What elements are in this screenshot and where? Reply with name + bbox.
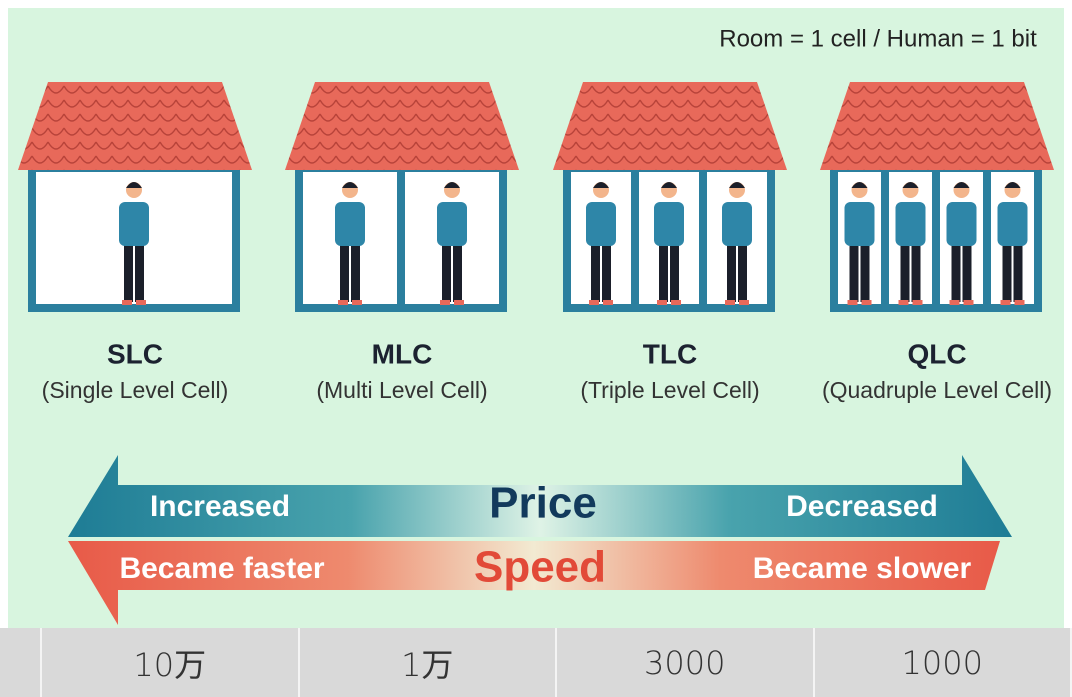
person-shoe	[440, 300, 450, 305]
person-shoe	[1001, 300, 1011, 305]
speed-label: Speed	[474, 543, 606, 592]
house-full-name: (Triple Level Cell)	[580, 377, 759, 403]
person-shoe	[338, 300, 348, 305]
person-shoe	[671, 300, 681, 305]
person-leg	[861, 242, 870, 302]
roof	[820, 82, 1054, 170]
person-shoe	[589, 300, 599, 305]
table-cell: 3000	[557, 628, 815, 697]
price-right: Decreased	[786, 490, 938, 523]
person-shoe	[603, 300, 613, 305]
person-leg	[1003, 242, 1012, 302]
person-leg	[124, 242, 133, 302]
house-name: MLC	[372, 338, 433, 369]
person-leg	[340, 242, 349, 302]
speed-right: Became slower	[753, 552, 972, 585]
person-body	[722, 202, 752, 246]
table-lead-cell	[0, 628, 42, 697]
person-body	[335, 202, 365, 246]
house-name: QLC	[907, 338, 966, 369]
person-shoe	[964, 300, 974, 305]
person-body	[586, 202, 616, 246]
person-shoe	[862, 300, 872, 305]
person-shoe	[1015, 300, 1025, 305]
person-leg	[351, 242, 360, 302]
person-body	[947, 202, 977, 246]
person-body	[654, 202, 684, 246]
person-leg	[442, 242, 451, 302]
house-full-name: (Multi Level Cell)	[316, 377, 487, 403]
roof	[18, 82, 252, 170]
person-leg	[963, 242, 972, 302]
price-left: Increased	[150, 490, 290, 523]
house-name: SLC	[107, 338, 163, 369]
person-shoe	[899, 300, 909, 305]
person-shoe	[913, 300, 923, 305]
house-full-name: (Quadruple Level Cell)	[822, 377, 1052, 403]
person-shoe	[454, 300, 464, 305]
person-shoe	[950, 300, 960, 305]
person-body	[437, 202, 467, 246]
person-shoe	[739, 300, 749, 305]
speed-left: Became faster	[119, 552, 324, 585]
person-shoe	[136, 300, 146, 305]
table-cell: 10万	[42, 628, 300, 697]
person-body	[998, 202, 1028, 246]
person-leg	[901, 242, 910, 302]
roof	[553, 82, 787, 170]
house-full-name: (Single Level Cell)	[42, 377, 229, 403]
person-leg	[850, 242, 859, 302]
person-leg	[738, 242, 747, 302]
person-leg	[912, 242, 921, 302]
house-name: TLC	[643, 338, 697, 369]
person-leg	[727, 242, 736, 302]
person-body	[896, 202, 926, 246]
infographic: Room = 1 cell / Human = 1 bit SLC (Single…	[0, 0, 1072, 628]
person-body	[845, 202, 875, 246]
caption: Room = 1 cell / Human = 1 bit	[719, 25, 1037, 52]
person-shoe	[725, 300, 735, 305]
roof	[285, 82, 519, 170]
price-label: Price	[489, 479, 597, 528]
person-leg	[135, 242, 144, 302]
table-cell: 1000	[815, 628, 1072, 697]
person-leg	[1014, 242, 1023, 302]
person-shoe	[122, 300, 132, 305]
page: Room = 1 cell / Human = 1 bit SLC (Single…	[0, 0, 1072, 697]
table-cell: 1万	[300, 628, 558, 697]
person-leg	[952, 242, 961, 302]
person-leg	[670, 242, 679, 302]
person-body	[119, 202, 149, 246]
person-leg	[602, 242, 611, 302]
table-row: 10万 1万 3000 1000	[0, 628, 1072, 697]
person-shoe	[848, 300, 858, 305]
person-leg	[659, 242, 668, 302]
person-leg	[453, 242, 462, 302]
person-shoe	[352, 300, 362, 305]
person-shoe	[657, 300, 667, 305]
person-leg	[591, 242, 600, 302]
